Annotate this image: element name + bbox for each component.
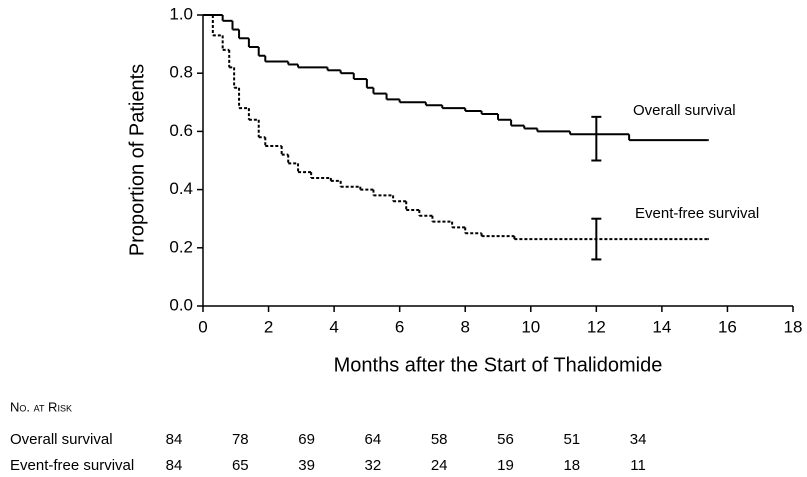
x-tick-label: 4 bbox=[329, 317, 338, 336]
x-tick-label: 10 bbox=[521, 317, 540, 336]
y-tick-label: 0.0 bbox=[169, 295, 193, 314]
x-tick-label: 18 bbox=[784, 317, 803, 336]
risk-count: 65 bbox=[232, 457, 249, 474]
risk-count: 84 bbox=[166, 431, 183, 448]
x-axis-title: Months after the Start of Thalidomide bbox=[334, 354, 663, 376]
risk-count: 39 bbox=[298, 457, 315, 474]
y-tick-label: 1.0 bbox=[169, 4, 193, 23]
y-tick-label: 0.4 bbox=[169, 179, 193, 198]
risk-count: 18 bbox=[563, 457, 580, 474]
x-tick-label: 2 bbox=[264, 317, 273, 336]
y-tick-label: 0.6 bbox=[169, 121, 193, 140]
x-tick-label: 14 bbox=[652, 317, 671, 336]
risk-count: 58 bbox=[431, 431, 448, 448]
x-tick-label: 12 bbox=[587, 317, 606, 336]
x-tick-label: 16 bbox=[718, 317, 737, 336]
risk-count: 51 bbox=[563, 431, 580, 448]
risk-count: 24 bbox=[431, 457, 448, 474]
risk-count: 32 bbox=[365, 457, 382, 474]
risk-count: 64 bbox=[365, 431, 382, 448]
risk-row-label: Event-free survival bbox=[10, 457, 134, 474]
risk-row-label: Overall survival bbox=[10, 431, 113, 448]
risk-count: 34 bbox=[630, 431, 647, 448]
x-tick-label: 8 bbox=[460, 317, 469, 336]
risk-count: 84 bbox=[166, 457, 183, 474]
y-tick-label: 0.8 bbox=[169, 63, 193, 82]
risk-table-title: No. at Risk bbox=[10, 399, 72, 414]
x-tick-label: 6 bbox=[395, 317, 404, 336]
y-tick-label: 0.2 bbox=[169, 237, 193, 256]
series-label: Event-free survival bbox=[635, 205, 759, 222]
risk-count: 78 bbox=[232, 431, 249, 448]
y-axis-title: Proportion of Patients bbox=[126, 64, 148, 256]
risk-count: 69 bbox=[298, 431, 315, 448]
series-label: Overall survival bbox=[633, 102, 736, 119]
x-tick-label: 0 bbox=[198, 317, 207, 336]
risk-count: 56 bbox=[497, 431, 514, 448]
risk-count: 11 bbox=[630, 457, 646, 474]
risk-count: 19 bbox=[497, 457, 514, 474]
